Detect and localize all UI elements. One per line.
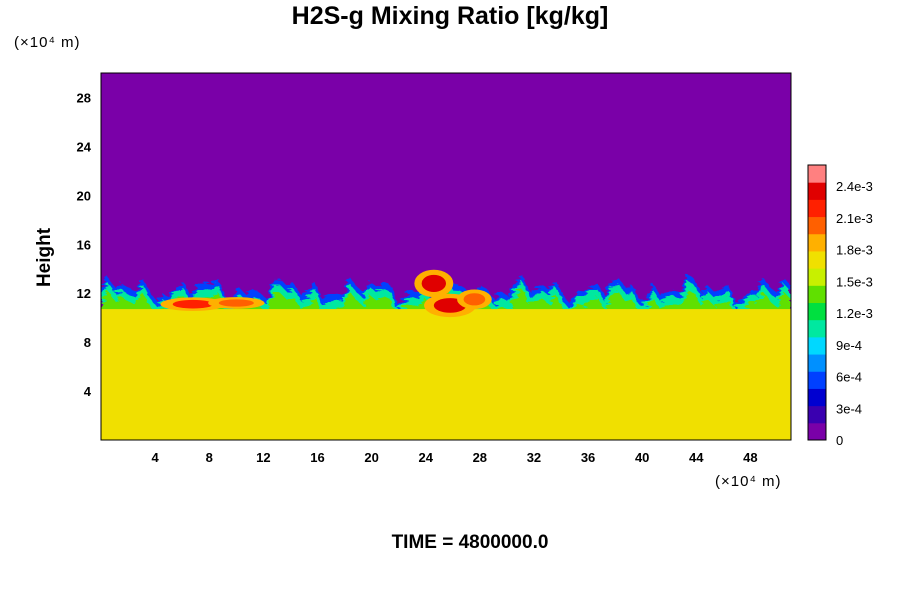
x-tick-label-36: 36 — [581, 450, 595, 465]
colorbar-tick-3: 9e-4 — [836, 338, 862, 353]
colorbar-swatch-12 — [808, 216, 826, 235]
x-axis-unit: (×10⁴ m) — [715, 473, 782, 490]
hotspot-1 — [218, 299, 254, 307]
plot-frame — [100, 72, 792, 441]
hotspot-4 — [463, 293, 486, 306]
colorbar-tick-8: 2.4e-3 — [836, 179, 873, 194]
colorbar-tick-5: 1.5e-3 — [836, 274, 873, 289]
colorbar-swatch-15 — [808, 165, 826, 183]
x-tick-label-12: 12 — [256, 450, 270, 465]
hotspot-2 — [421, 274, 446, 292]
colorbar-swatch-11 — [808, 233, 826, 252]
x-tick-label-40: 40 — [635, 450, 649, 465]
colorbar-swatch-13 — [808, 199, 826, 218]
x-tick-label-4: 4 — [152, 450, 160, 465]
colorbar-tick-2: 6e-4 — [836, 370, 862, 385]
y-tick-label-20: 20 — [77, 188, 91, 203]
colorbar-swatch-9 — [808, 268, 826, 286]
colorbar-swatch-0 — [808, 422, 826, 441]
y-tick-label-8: 8 — [84, 335, 91, 350]
colorbar-swatch-3 — [808, 371, 826, 389]
x-tick-label-20: 20 — [364, 450, 378, 465]
colorbar-swatch-5 — [808, 336, 826, 355]
x-tick-label-8: 8 — [206, 450, 213, 465]
colorbar-swatch-7 — [808, 302, 826, 321]
time-label: TIME = 4800000.0 — [391, 532, 549, 553]
colorbar-tick-7: 2.1e-3 — [836, 211, 873, 226]
colorbar-tick-0: 0 — [836, 433, 843, 448]
colorbar-swatch-1 — [808, 405, 826, 424]
colorbar-swatch-2 — [808, 388, 826, 407]
y-axis-unit: (×10⁴ m) — [14, 34, 81, 51]
x-tick-label-32: 32 — [527, 450, 541, 465]
colorbar-swatch-6 — [808, 319, 826, 338]
heatmap-field — [101, 73, 791, 440]
colorbar-swatch-4 — [808, 354, 826, 372]
x-axis-ticks: 4 8 12 16 20 24 28 32 36 40 44 48 — [152, 450, 758, 465]
x-tick-label-48: 48 — [743, 450, 757, 465]
x-tick-label-28: 28 — [473, 450, 487, 465]
colorbar-swatch-10 — [808, 250, 826, 269]
colorbar-tick-6: 1.8e-3 — [836, 243, 873, 258]
colorbar-tick-4: 1.2e-3 — [836, 306, 873, 321]
y-tick-label-4: 4 — [84, 384, 92, 399]
y-tick-label-28: 28 — [77, 90, 91, 105]
x-tick-label-16: 16 — [310, 450, 324, 465]
colorbar-swatch-14 — [808, 182, 826, 200]
colorbar-frame — [807, 164, 827, 441]
colorbar-tick-1: 3e-4 — [836, 401, 862, 416]
colorbar-swatch-8 — [808, 285, 826, 303]
chart-title: H2S-g Mixing Ratio [kg/kg] — [291, 2, 609, 30]
x-tick-label-44: 44 — [689, 450, 704, 465]
y-axis-ticks: 4 8 12 16 20 24 28 — [77, 90, 92, 399]
hotspot-0 — [172, 299, 214, 309]
y-tick-label-24: 24 — [77, 139, 92, 154]
x-tick-label-24: 24 — [418, 450, 433, 465]
y-axis-label: Height — [34, 227, 55, 287]
colorbar: 0 3e-4 6e-4 9e-4 1.2e-3 1.5e-3 1.8e-3 2.1e-3 2.4… — [807, 164, 873, 448]
y-tick-label-16: 16 — [77, 237, 91, 252]
y-tick-label-12: 12 — [77, 286, 91, 301]
field-lower-region — [101, 309, 791, 440]
